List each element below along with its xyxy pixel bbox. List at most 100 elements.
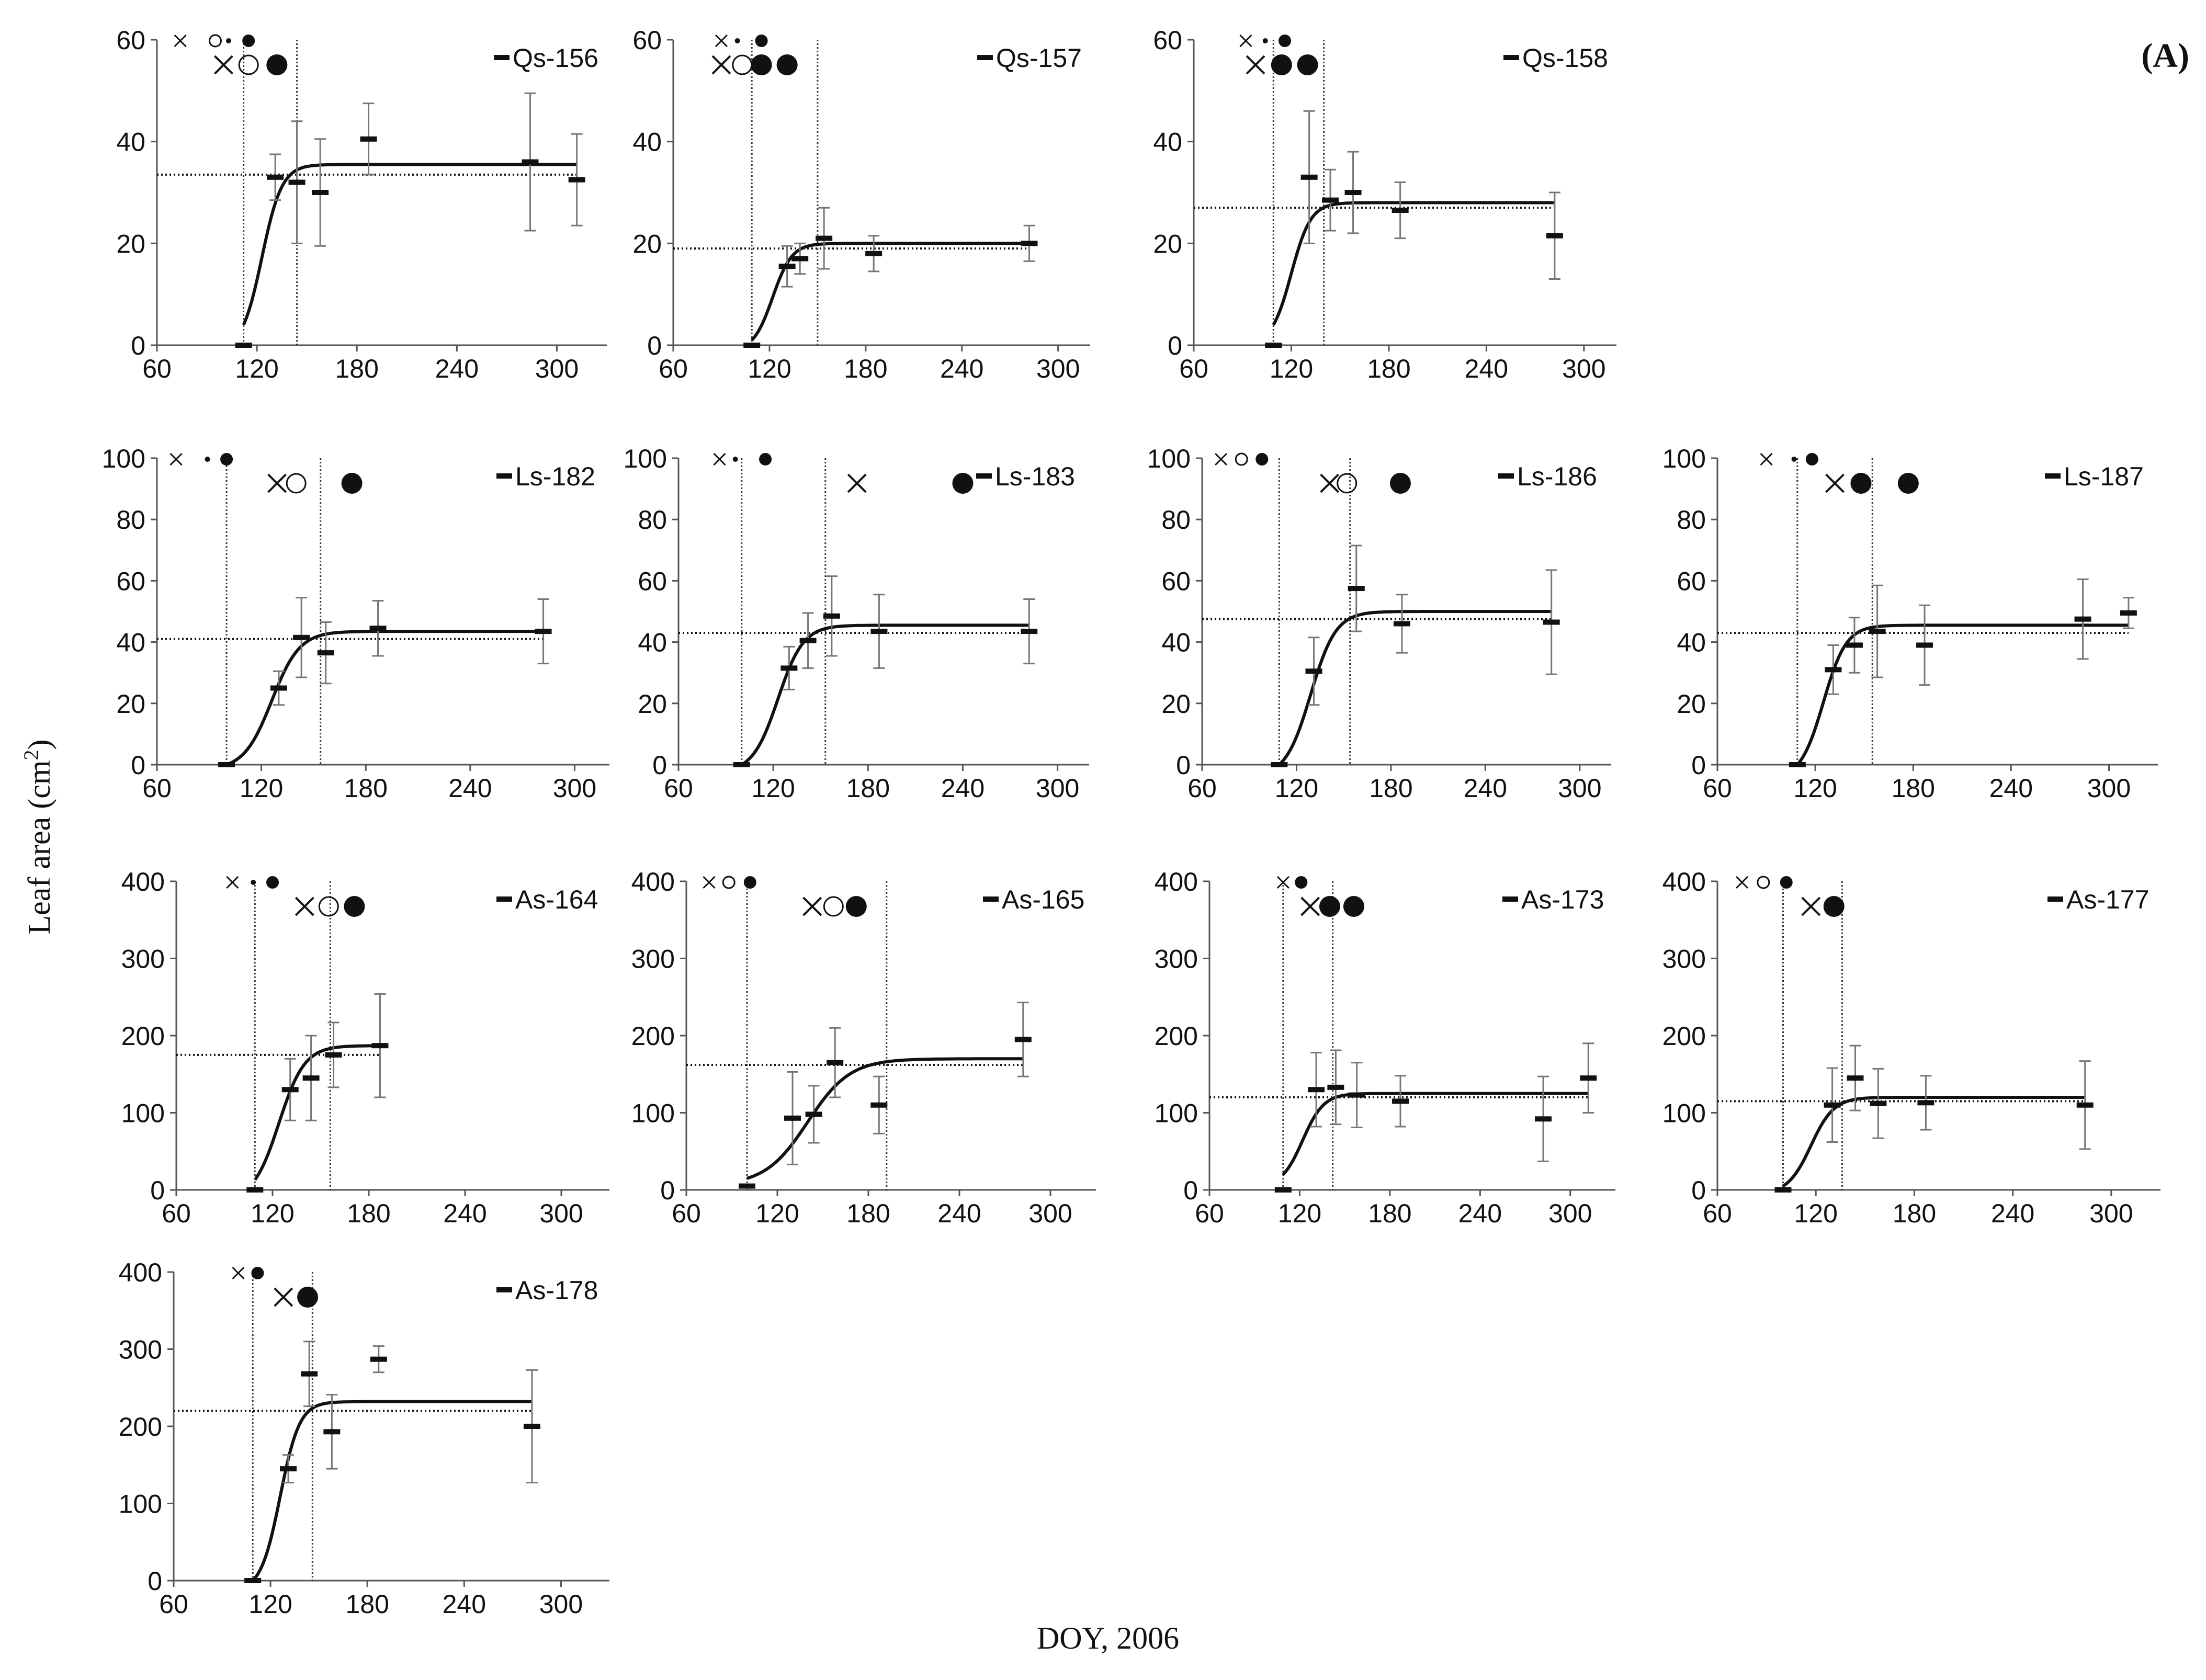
- data-point: [805, 1111, 822, 1117]
- marker-filled-circle: [266, 876, 279, 889]
- data-point: [246, 1187, 264, 1193]
- x-tick-label: 180: [1893, 1199, 1936, 1228]
- marker-x: [847, 473, 867, 493]
- data-point: [1344, 190, 1362, 195]
- legend-marker: [496, 1287, 512, 1292]
- y-tick-label: 100: [631, 1099, 675, 1128]
- x-tick-label: 240: [443, 1199, 487, 1228]
- y-tick-label: 0: [652, 751, 667, 780]
- x-tick-label: 180: [1892, 774, 1935, 803]
- y-tick-label: 0: [1691, 1176, 1706, 1205]
- x-tick-label: 60: [1703, 774, 1732, 803]
- panel-label: (A): [2141, 37, 2189, 75]
- y-tick-label: 100: [1155, 1099, 1198, 1128]
- x-tick-label: 60: [672, 1199, 701, 1228]
- data-point: [743, 343, 761, 348]
- chart-qs156: 0 20 40 60 60 120 180 240 300 Qs-156: [116, 26, 607, 383]
- legend-label: Ls-182: [515, 462, 595, 491]
- data-point: [780, 665, 798, 671]
- chart-ls183: 0 20 40 60 80 100 60 120 180 240 300 Ls-183: [624, 444, 1089, 803]
- y-axis-label: Leaf area (cm2): [19, 739, 56, 934]
- legend-marker: [2045, 473, 2061, 479]
- data-point: [281, 1087, 299, 1093]
- y-tick-label: 40: [1677, 628, 1706, 657]
- legend-label: As-178: [515, 1276, 598, 1305]
- marker-x: [169, 452, 183, 466]
- data-point: [1824, 1102, 1841, 1108]
- x-tick-label: 120: [1794, 1199, 1838, 1228]
- data-point: [791, 256, 809, 262]
- legend-label: As-165: [1002, 885, 1084, 914]
- legend-label: As-177: [2066, 885, 2149, 914]
- fitted-curve: [1278, 610, 1552, 766]
- marker-x: [295, 896, 314, 916]
- y-tick-label: 20: [632, 229, 662, 258]
- data-point: [1271, 762, 1288, 767]
- x-tick-label: 60: [162, 1199, 191, 1228]
- data-point: [325, 1052, 342, 1058]
- y-tick-label: 400: [119, 1258, 162, 1287]
- x-tick-label: 300: [1036, 354, 1080, 383]
- data-point: [1300, 174, 1318, 180]
- y-tick-label: 0: [660, 1176, 675, 1205]
- x-tick-label: 180: [844, 354, 887, 383]
- marker-dot: [251, 880, 256, 885]
- marker-dot: [732, 457, 738, 462]
- legend-label: As-164: [515, 885, 598, 914]
- marker-filled-circle: [1850, 473, 1872, 494]
- data-point: [2120, 610, 2137, 616]
- marker-filled-circle: [251, 1267, 264, 1279]
- marker-dot: [225, 38, 231, 43]
- x-tick-label: 240: [443, 1590, 486, 1619]
- x-tick-label: 240: [937, 1199, 981, 1228]
- marker-filled-circle: [1255, 453, 1269, 466]
- marker-filled-circle: [776, 54, 798, 75]
- y-tick-label: 300: [1662, 945, 1706, 974]
- chart-ls187: 0 20 40 60 80 100 60 120 180 240 300 Ls-187: [1662, 444, 2158, 803]
- data-point: [1393, 621, 1410, 627]
- y-tick-label: 40: [632, 128, 662, 157]
- y-tick-label: 0: [647, 331, 662, 360]
- data-point: [784, 1115, 801, 1121]
- data-point: [1308, 1087, 1325, 1093]
- data-point: [1580, 1075, 1597, 1081]
- x-tick-label: 300: [535, 354, 579, 383]
- marker-filled-circle: [952, 473, 974, 494]
- y-axis-label-superscript: 2: [19, 750, 43, 760]
- y-tick-label: 40: [1153, 128, 1182, 157]
- legend-marker: [1498, 473, 1514, 479]
- marker-filled-circle: [297, 1287, 319, 1308]
- x-tick-label: 240: [435, 354, 479, 383]
- marker-x: [1276, 876, 1289, 889]
- marker-filled-circle: [266, 54, 288, 75]
- data-point: [1392, 208, 1409, 213]
- data-point: [816, 235, 833, 241]
- x-tick-label: 300: [539, 1199, 583, 1228]
- marker-filled-circle: [242, 35, 255, 47]
- marker-x: [1300, 896, 1320, 916]
- legend-marker: [496, 473, 512, 479]
- y-tick-label: 100: [624, 444, 667, 473]
- data-point: [827, 1060, 844, 1065]
- data-point: [371, 1043, 389, 1049]
- x-tick-label: 120: [1275, 774, 1318, 803]
- chart-qs158: 0 20 40 60 60 120 180 240 300 Qs-158: [1153, 26, 1616, 383]
- marker-filled-circle: [743, 876, 756, 889]
- data-point: [739, 1183, 755, 1189]
- x-tick-label: 120: [1278, 1199, 1321, 1228]
- y-tick-label: 60: [1161, 566, 1191, 596]
- marker-filled-circle: [1805, 453, 1818, 466]
- y-tick-label: 0: [131, 751, 145, 780]
- x-tick-label: 60: [1187, 774, 1217, 803]
- x-tick-label: 120: [755, 1199, 799, 1228]
- x-tick-label: 300: [1558, 774, 1601, 803]
- y-tick-label: 400: [121, 867, 165, 896]
- data-point: [823, 613, 840, 619]
- y-tick-label: 20: [1161, 689, 1191, 719]
- y-tick-label: 20: [638, 689, 667, 719]
- x-tick-label: 240: [940, 354, 983, 383]
- x-axis-label: DOY, 2006: [1037, 1621, 1179, 1655]
- data-point: [293, 634, 310, 640]
- marker-open-circle: [1337, 473, 1357, 494]
